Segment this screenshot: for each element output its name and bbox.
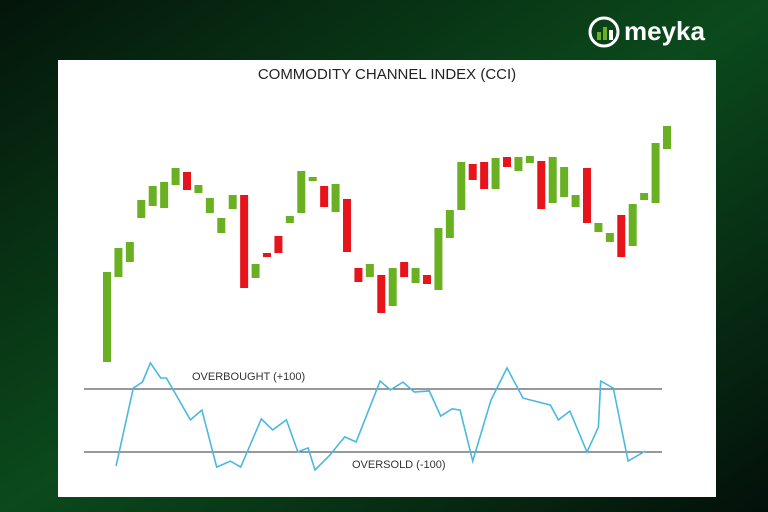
candle (457, 162, 466, 210)
candle (308, 177, 317, 181)
candle (320, 186, 329, 207)
candle (651, 143, 660, 203)
candle (343, 199, 351, 252)
candle (331, 184, 340, 212)
chart-title: COMMODITY CHANNEL INDEX (CCI) (258, 66, 516, 83)
candle (434, 228, 443, 290)
candle (628, 204, 637, 246)
candle (503, 157, 511, 167)
candle (400, 262, 409, 277)
candle (480, 162, 489, 189)
candle (537, 161, 546, 209)
candle (160, 182, 169, 208)
candle (148, 186, 157, 206)
panel (58, 60, 716, 497)
candle (388, 268, 397, 306)
candle (137, 200, 146, 218)
candle (263, 253, 271, 257)
candle (468, 164, 477, 180)
candle (617, 215, 626, 257)
reference-label: OVERBOUGHT (+100) (192, 371, 305, 383)
candle (365, 264, 374, 277)
candle (605, 233, 614, 242)
candle (640, 193, 649, 200)
candle (274, 236, 283, 253)
candle (228, 195, 237, 209)
candle (205, 198, 214, 213)
candle (240, 195, 249, 288)
candle (423, 275, 431, 284)
candle (491, 158, 500, 189)
candle (411, 268, 420, 283)
reference-label: OVERSOLD (-100) (352, 459, 446, 471)
candle (114, 248, 123, 277)
candle (445, 210, 454, 238)
logo-icon (588, 16, 620, 48)
candle (663, 126, 671, 149)
candle (560, 167, 569, 197)
candle (251, 264, 260, 278)
candle (183, 172, 191, 190)
candle (525, 156, 534, 163)
cci-line (115, 361, 646, 472)
candle (354, 268, 363, 282)
brand: meyka (624, 16, 705, 46)
candle (217, 218, 226, 233)
candle (594, 223, 603, 232)
candle (103, 272, 111, 362)
candle (548, 157, 557, 203)
candle (285, 216, 294, 223)
candle (171, 168, 180, 185)
candle (377, 275, 386, 313)
candle (194, 185, 203, 193)
candle (514, 157, 523, 171)
candle (583, 168, 591, 223)
candle (297, 171, 306, 213)
candle (571, 195, 580, 207)
candle (125, 242, 134, 262)
